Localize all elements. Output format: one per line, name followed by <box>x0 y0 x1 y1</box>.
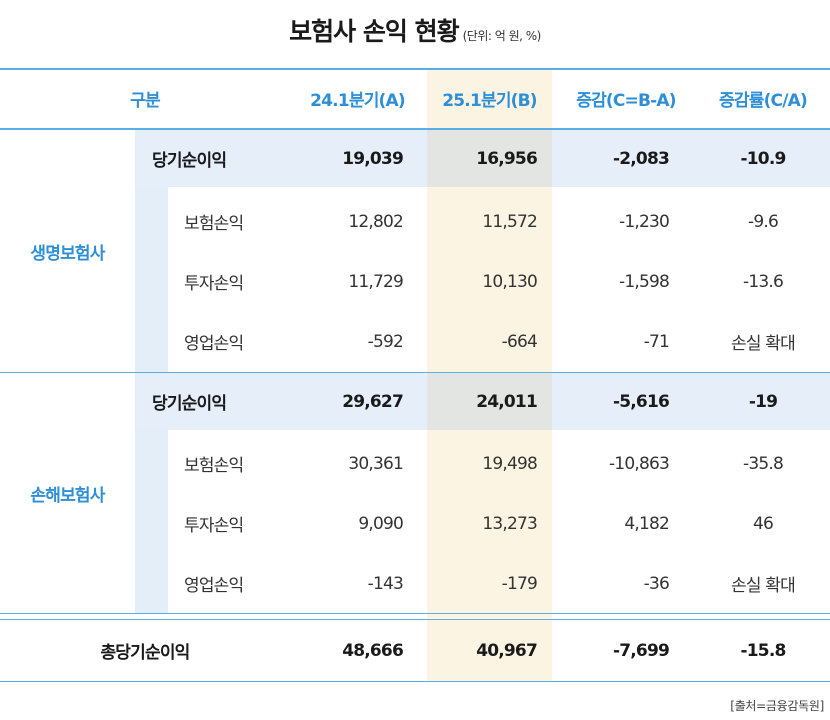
value-24q1: -143 <box>367 573 404 594</box>
value-25q1: -664 <box>501 331 538 352</box>
value-25q1: 19,498 <box>482 453 537 474</box>
value-25q1: 11,572 <box>482 211 537 232</box>
value-change: 4,182 <box>624 513 669 534</box>
value-change: -10,863 <box>608 453 670 474</box>
group-indent-bar-nonlife <box>135 430 168 613</box>
value-change: -71 <box>643 331 670 352</box>
row-label: 투자손익 <box>184 274 244 294</box>
value-25q1: 16,956 <box>476 148 538 169</box>
value-25q1: 10,130 <box>482 271 537 292</box>
value-change-rate: 손실 확대 <box>731 576 796 596</box>
row-label: 영업손익 <box>184 334 244 354</box>
value-change: -5,616 <box>612 391 670 412</box>
value-change: -1,230 <box>618 211 670 232</box>
subtotal-band-nonlife <box>135 373 830 430</box>
value-change-rate: 손실 확대 <box>731 334 796 354</box>
value-change-rate: -10.9 <box>740 148 787 169</box>
group-indent-bar-life <box>135 187 168 372</box>
value-24q1: 29,627 <box>342 391 404 412</box>
page-title: 보험사 손익 현황 <box>289 17 459 46</box>
row-label: 보험손익 <box>184 214 244 234</box>
value-25q1: 24,011 <box>476 391 538 412</box>
value-24q1: 19,039 <box>342 148 404 169</box>
row-label: 투자손익 <box>184 516 244 536</box>
row-label: 당기순이익 <box>152 394 227 414</box>
total-change-rate: -15.8 <box>740 640 787 661</box>
value-24q1: 12,802 <box>348 211 403 232</box>
total-25q1: 40,967 <box>476 640 538 661</box>
header-change-rate: 증감률(C/A) <box>719 91 808 111</box>
value-change: -2,083 <box>612 148 670 169</box>
header-change: 증감(C=B-A) <box>576 91 676 111</box>
value-change-rate: -19 <box>748 391 778 412</box>
group-name-nonlife: 손해보험사 <box>30 485 105 506</box>
value-change-rate: -35.8 <box>743 453 784 474</box>
value-24q1: 30,361 <box>348 453 403 474</box>
value-change-rate: 46 <box>752 513 774 534</box>
source-note: [출처=금융감독원] <box>730 699 824 713</box>
header-bottom-rule <box>0 128 830 130</box>
header-category: 구분 <box>130 91 160 111</box>
row-label: 보험손익 <box>184 456 244 476</box>
value-change-rate: -13.6 <box>743 271 784 292</box>
value-25q1: 13,273 <box>482 513 537 534</box>
table-title-area: 보험사 손익 현황 (단위: 억 원, %) <box>0 12 830 48</box>
total-top-rule-1 <box>0 613 830 614</box>
header-25q1: 25.1분기(B) <box>442 91 537 111</box>
header-24q1: 24.1분기(A) <box>310 91 406 111</box>
value-24q1: 11,729 <box>348 271 403 292</box>
value-24q1: -592 <box>367 331 404 352</box>
group-name-life: 생명보험사 <box>30 243 105 264</box>
total-24q1: 48,666 <box>342 640 404 661</box>
row-label: 영업손익 <box>184 576 244 596</box>
total-change: -7,699 <box>612 640 670 661</box>
value-25q1: -179 <box>501 573 538 594</box>
value-change: -1,598 <box>618 271 670 292</box>
table-top-rule <box>0 68 830 70</box>
group-divider-rule <box>0 372 830 373</box>
value-24q1: 9,090 <box>358 513 403 534</box>
total-label: 총당기순이익 <box>100 643 190 663</box>
total-top-rule-2 <box>0 619 830 620</box>
subtotal-band-life <box>135 130 830 187</box>
value-change: -36 <box>643 573 670 594</box>
table-bottom-rule <box>0 681 830 682</box>
row-label: 당기순이익 <box>152 151 227 171</box>
unit-note: (단위: 억 원, %) <box>462 29 542 43</box>
value-change-rate: -9.6 <box>748 211 779 232</box>
